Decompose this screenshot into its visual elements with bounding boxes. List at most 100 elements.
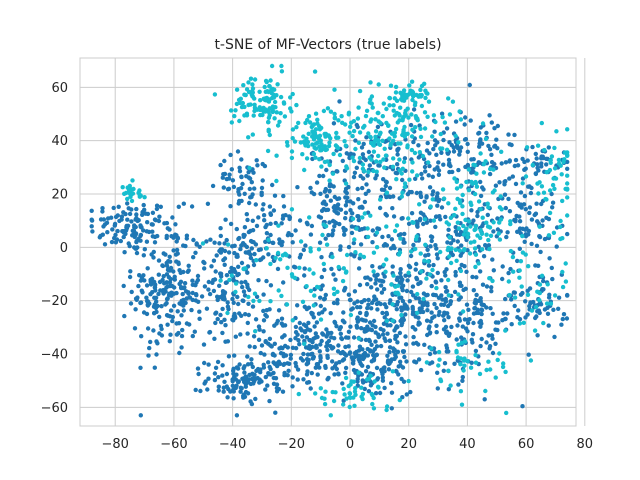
scatter-point	[459, 283, 464, 288]
scatter-point	[525, 292, 531, 297]
scatter-point	[157, 314, 162, 320]
scatter-point	[381, 286, 387, 292]
scatter-point	[218, 233, 223, 239]
scatter-point	[441, 302, 447, 307]
scatter-point	[397, 330, 403, 336]
scatter-point	[434, 246, 439, 251]
scatter-point	[160, 263, 165, 268]
scatter-point	[166, 266, 171, 271]
scatter-point	[293, 360, 298, 366]
scatter-point	[479, 141, 485, 146]
scatter-point	[315, 117, 320, 123]
scatter-point	[370, 401, 375, 407]
scatter-point	[338, 331, 343, 336]
scatter-point	[336, 371, 341, 376]
scatter-point	[224, 237, 229, 243]
scatter-point	[399, 171, 404, 176]
scatter-point	[252, 186, 257, 191]
scatter-point	[290, 375, 295, 380]
scatter-point	[241, 83, 246, 88]
scatter-point	[153, 295, 159, 300]
scatter-point	[325, 377, 330, 382]
scatter-point	[347, 351, 352, 356]
scatter-point	[523, 174, 529, 179]
scatter-point	[250, 218, 255, 223]
scatter-point	[343, 375, 349, 381]
scatter-point	[558, 163, 563, 168]
scatter-point	[539, 184, 545, 189]
scatter-point	[377, 163, 382, 168]
scatter-point	[348, 312, 354, 318]
scatter-point	[512, 303, 517, 309]
scatter-point	[441, 137, 446, 143]
scatter-point	[418, 367, 424, 373]
scatter-point	[336, 343, 341, 348]
scatter-point	[133, 224, 138, 230]
scatter-point	[319, 208, 325, 213]
scatter-point	[436, 168, 442, 173]
scatter-point	[281, 280, 286, 285]
scatter-point	[364, 108, 370, 114]
scatter-point	[258, 257, 264, 262]
scatter-point	[371, 149, 377, 154]
scatter-point	[487, 246, 492, 252]
scatter-point	[469, 157, 474, 162]
scatter-point	[562, 150, 568, 155]
scatter-point	[341, 357, 347, 362]
scatter-point	[351, 128, 357, 134]
scatter-point	[326, 232, 331, 238]
scatter-point	[145, 303, 151, 308]
scatter-point	[263, 107, 268, 112]
scatter-point	[266, 372, 271, 377]
scatter-point	[237, 118, 242, 124]
scatter-point	[398, 236, 403, 241]
scatter-point	[284, 140, 290, 145]
scatter-point	[356, 217, 361, 223]
scatter-point	[152, 365, 157, 370]
scatter-point	[166, 259, 171, 264]
scatter-point	[317, 240, 323, 245]
scatter-point	[408, 253, 414, 259]
scatter-point	[537, 282, 543, 287]
scatter-point	[366, 389, 372, 394]
scatter-point	[468, 224, 473, 229]
scatter-point	[249, 357, 254, 362]
scatter-point	[217, 241, 222, 246]
scatter-point	[450, 99, 456, 104]
scatter-point	[433, 279, 438, 284]
scatter-point	[176, 330, 181, 336]
scatter-point	[559, 322, 564, 327]
scatter-point	[359, 145, 365, 150]
scatter-point	[104, 220, 110, 225]
scatter-point	[216, 375, 221, 380]
scatter-point	[334, 130, 339, 136]
scatter-point	[490, 278, 495, 284]
scatter-point	[224, 176, 229, 182]
scatter-point	[266, 120, 271, 125]
scatter-point	[340, 158, 345, 164]
scatter-point	[289, 207, 295, 212]
scatter-point	[370, 105, 375, 110]
scatter-point	[148, 339, 153, 345]
scatter-point	[233, 108, 238, 113]
scatter-point	[254, 294, 260, 299]
scatter-point	[378, 159, 383, 165]
scatter-point	[276, 308, 282, 313]
scatter-point	[298, 326, 303, 331]
scatter-point	[411, 139, 416, 145]
scatter-point	[247, 200, 252, 206]
scatter-point	[408, 389, 413, 395]
scatter-point	[480, 121, 486, 126]
scatter-point	[318, 303, 323, 309]
scatter-point	[461, 223, 466, 229]
scatter-point	[267, 364, 272, 370]
y-tick-label: −40	[41, 348, 68, 363]
scatter-point	[558, 224, 563, 230]
scatter-point	[317, 365, 322, 370]
scatter-point	[439, 150, 444, 155]
scatter-point	[251, 262, 257, 268]
scatter-point	[444, 331, 449, 336]
scatter-point	[342, 139, 347, 144]
scatter-point	[399, 194, 404, 199]
scatter-point	[362, 199, 368, 205]
